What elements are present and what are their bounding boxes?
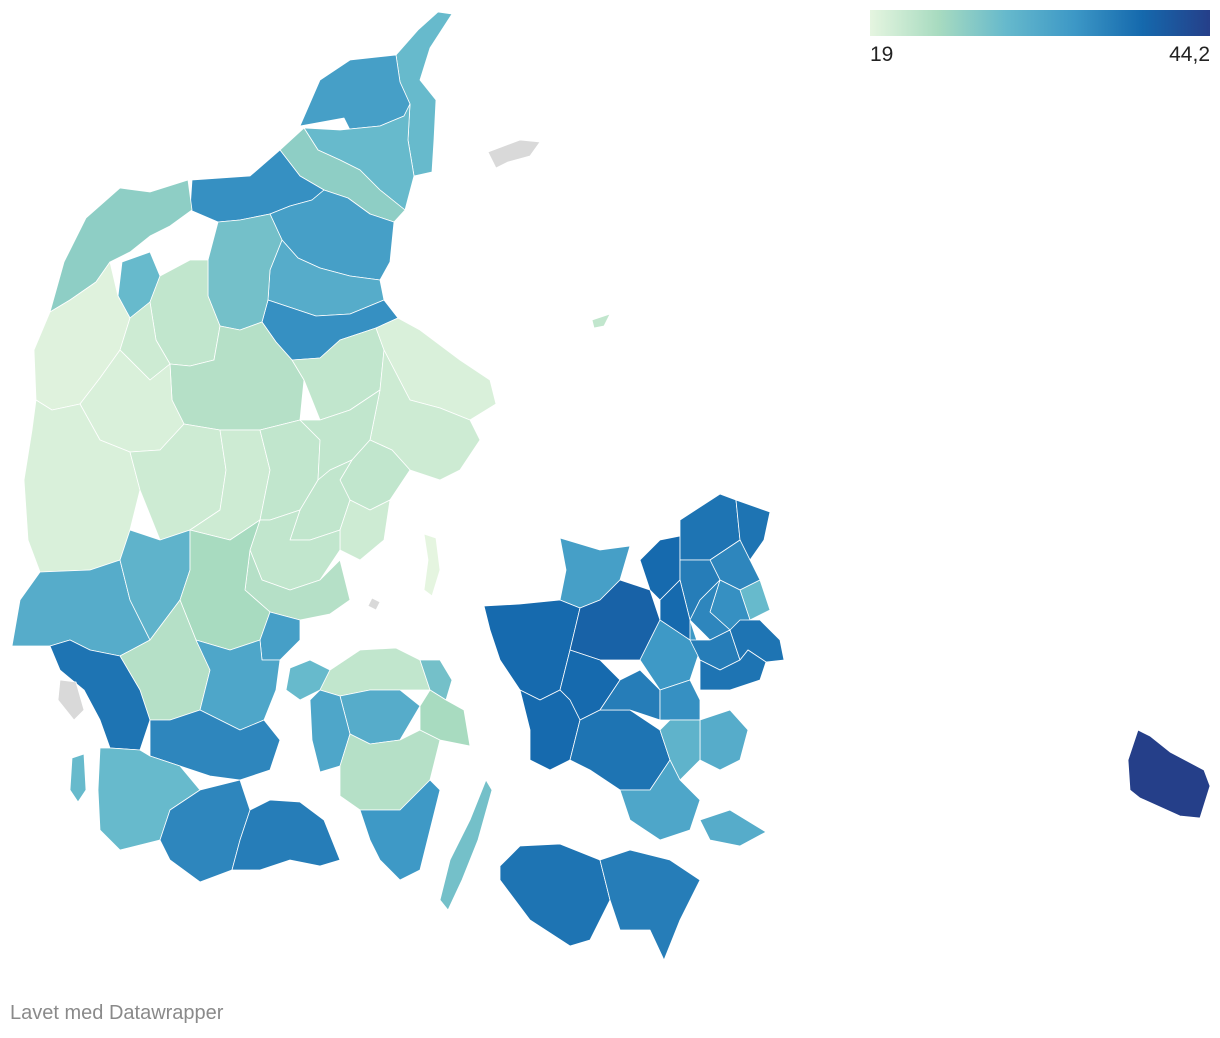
region-roemoe[interactable] bbox=[57, 679, 85, 721]
region-vordingborg[interactable] bbox=[619, 759, 701, 841]
region-sonderborg[interactable] bbox=[231, 799, 341, 871]
region-helsingor[interactable] bbox=[735, 499, 771, 561]
datawrapper-credit: Lavet med Datawrapper bbox=[10, 1002, 224, 1024]
region-kerteminde[interactable] bbox=[419, 659, 453, 701]
region-langeland[interactable] bbox=[439, 779, 493, 911]
region-guldborgsund[interactable] bbox=[599, 849, 701, 961]
region-hvidovre[interactable] bbox=[699, 649, 767, 691]
region-thisted[interactable] bbox=[49, 179, 193, 313]
region-endelave[interactable] bbox=[367, 597, 381, 611]
region-samsø[interactable] bbox=[423, 533, 441, 597]
legend-min-label: 19 bbox=[870, 43, 894, 66]
region-bornholm[interactable] bbox=[1127, 729, 1211, 819]
color-legend: 19 44,2 bbox=[870, 10, 1210, 69]
region-frederikssund[interactable] bbox=[659, 579, 691, 641]
region-naestved[interactable] bbox=[569, 709, 671, 791]
region-lolland[interactable] bbox=[499, 843, 611, 947]
region-nyborg[interactable] bbox=[419, 689, 471, 747]
region-kolding[interactable] bbox=[195, 639, 281, 731]
region-laeso[interactable] bbox=[487, 139, 541, 169]
region-fano[interactable] bbox=[69, 753, 87, 803]
region-nordfyn[interactable] bbox=[319, 647, 431, 697]
legend-max-label: 44,2 bbox=[1169, 43, 1210, 66]
region-odder[interactable] bbox=[339, 499, 391, 561]
municipality-regions bbox=[11, 11, 1211, 961]
region-stevns[interactable] bbox=[699, 709, 749, 771]
region-mon[interactable] bbox=[699, 809, 767, 847]
region-svendborg[interactable] bbox=[359, 779, 441, 881]
legend-gradient-bar bbox=[870, 10, 1210, 36]
region-esbjerg[interactable] bbox=[49, 639, 151, 751]
region-anholt[interactable] bbox=[591, 313, 611, 329]
